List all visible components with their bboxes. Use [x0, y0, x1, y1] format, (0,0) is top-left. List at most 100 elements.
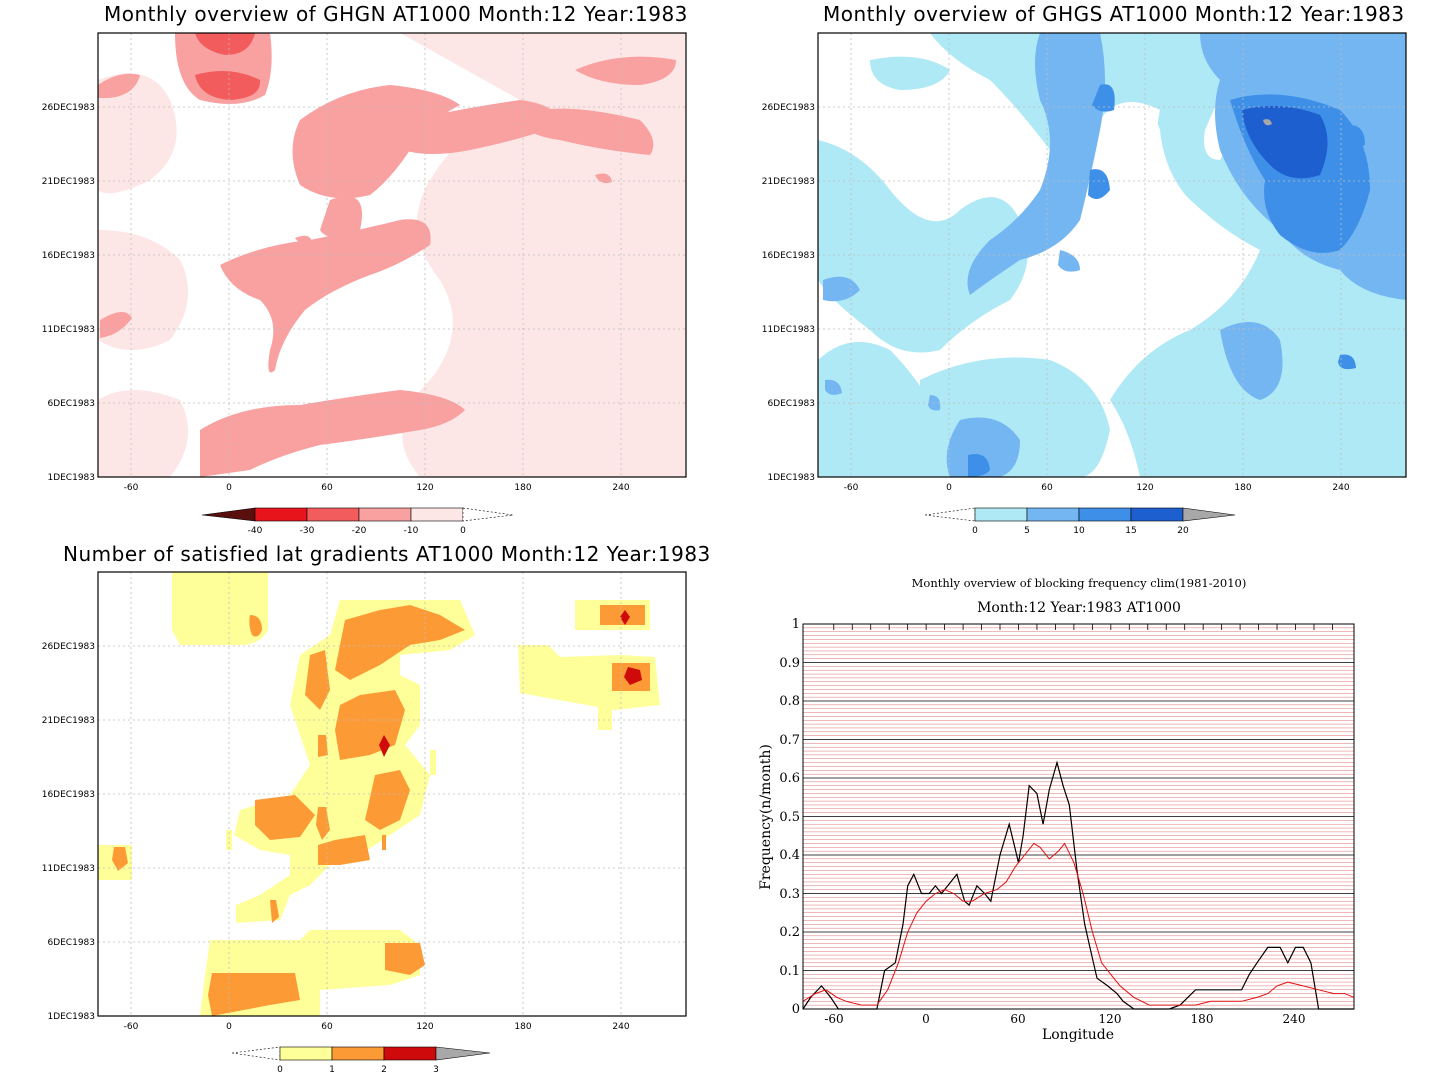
frequency-y-ticks: 0 0.1 0.2 0.3 0.4 0.5 0.6 0.7 0.8 0.9 1 — [779, 617, 800, 1017]
ghgn-plot: 26DEC1983 21DEC1983 16DEC1983 11DEC1983 … — [42, 32, 687, 536]
gradients-panel: Number of satisfied lat gradients AT1000… — [0, 542, 720, 1091]
y-tick-label: 11DEC1983 — [42, 325, 95, 335]
y-tick-label: 0.6 — [779, 771, 800, 786]
y-tick-label: 1DEC1983 — [47, 473, 95, 483]
ghgn-title: Monthly overview of GHGN AT1000 Month:12… — [104, 2, 688, 26]
ghgs-y-ticks: 26DEC1983 21DEC1983 16DEC1983 11DEC1983 … — [762, 103, 815, 483]
colorbar-label: 10 — [1073, 526, 1085, 536]
x-tick-label: 240 — [1332, 483, 1349, 493]
y-tick-label: 0.7 — [779, 733, 800, 748]
colorbar-label: -10 — [404, 526, 419, 536]
x-tick-label: 180 — [514, 483, 531, 493]
gradients-y-ticks: 26DEC1983 21DEC1983 16DEC1983 11DEC1983 … — [42, 642, 95, 1022]
ghgn-x-ticks: -60 0 60 120 180 240 — [124, 483, 630, 493]
y-tick-label: 0.9 — [779, 656, 800, 671]
y-tick-label: 11DEC1983 — [42, 864, 95, 874]
x-tick-label: 180 — [1234, 483, 1251, 493]
y-tick-label: 16DEC1983 — [762, 251, 815, 261]
ghgn-colorbar: -40 -30 -20 -10 0 — [201, 507, 514, 536]
series-line-black — [802, 760, 1354, 1010]
frequency-x-ticks: -60 0 60 120 180 240 — [824, 1012, 1305, 1026]
y-tick-label: 26DEC1983 — [42, 642, 95, 652]
y-tick-label: 0.2 — [779, 925, 800, 940]
y-tick-label: 1 — [792, 617, 800, 632]
colorbar-label: 2 — [381, 1065, 387, 1075]
y-tick-label: 16DEC1983 — [42, 790, 95, 800]
x-tick-label: 120 — [416, 1022, 433, 1032]
x-tick-label: 60 — [1041, 483, 1053, 493]
frequency-lines — [802, 760, 1355, 1010]
x-tick-label: -60 — [124, 1022, 139, 1032]
y-tick-label: 0.1 — [779, 964, 800, 979]
x-tick-label: -60 — [824, 1012, 843, 1026]
y-tick-label: 1DEC1983 — [767, 473, 815, 483]
colorbar-label: 3 — [433, 1065, 439, 1075]
ghgn-field — [98, 33, 686, 477]
colorbar-label: 15 — [1125, 526, 1136, 536]
colorbar-label: 0 — [460, 526, 466, 536]
x-tick-label: 240 — [1283, 1012, 1306, 1026]
x-tick-label: 60 — [321, 1022, 333, 1032]
ghgs-plot: 26DEC1983 21DEC1983 16DEC1983 11DEC1983 … — [762, 32, 1407, 536]
x-tick-label: 60 — [1010, 1012, 1025, 1026]
y-tick-label: 0.4 — [779, 848, 800, 863]
ghgs-colorbar: 0 5 10 15 20 — [924, 507, 1236, 536]
y-tick-label: 16DEC1983 — [42, 251, 95, 261]
y-tick-label: 6DEC1983 — [47, 399, 95, 409]
ghgs-x-ticks: -60 0 60 120 180 240 — [844, 483, 1350, 493]
x-tick-label: 0 — [226, 1022, 232, 1032]
gradients-grid — [98, 572, 686, 1016]
gradients-colorbar: 0 1 2 3 — [231, 1046, 491, 1075]
x-tick-label: 0 — [922, 1012, 930, 1026]
ghgs-title: Monthly overview of GHGS AT1000 Month:12… — [823, 2, 1405, 26]
frequency-subtitle: Month:12 Year:1983 AT1000 — [977, 600, 1181, 616]
y-tick-label: 26DEC1983 — [762, 103, 815, 113]
y-tick-label: 26DEC1983 — [42, 103, 95, 113]
gradients-plot: 26DEC1983 21DEC1983 16DEC1983 11DEC1983 … — [42, 571, 687, 1075]
colorbar-label: 20 — [1177, 526, 1189, 536]
x-tick-label: 240 — [612, 1022, 629, 1032]
x-tick-label: 120 — [1099, 1012, 1122, 1026]
x-tick-label: 180 — [1191, 1012, 1214, 1026]
y-tick-label: 11DEC1983 — [762, 325, 815, 335]
ghgs-field — [818, 33, 1406, 477]
colorbar-label: 0 — [277, 1065, 283, 1075]
y-tick-label: 0 — [792, 1002, 800, 1017]
y-tick-label: 6DEC1983 — [767, 399, 815, 409]
ghgs-panel: Monthly overview of GHGS AT1000 Month:12… — [720, 0, 1440, 545]
ghgs-frame — [817, 32, 1407, 478]
gradients-field — [98, 572, 660, 1016]
frequency-frame — [802, 623, 1355, 1010]
y-tick-label: 1DEC1983 — [47, 1012, 95, 1022]
x-tick-label: 120 — [1136, 483, 1153, 493]
frequency-xlabel: Longitude — [1042, 1027, 1114, 1043]
gradients-frame — [97, 571, 687, 1017]
frequency-plot: Monthly overview of blocking frequency c… — [758, 576, 1355, 1043]
frequency-title: Monthly overview of blocking frequency c… — [912, 576, 1247, 590]
colorbar-label: 0 — [972, 526, 978, 536]
frequency-panel: Monthly overview of blocking frequency c… — [720, 545, 1440, 1091]
ghgn-y-ticks: 26DEC1983 21DEC1983 16DEC1983 11DEC1983 … — [42, 103, 95, 483]
gradients-x-ticks: -60 0 60 120 180 240 — [124, 1022, 630, 1032]
gradients-title: Number of satisfied lat gradients AT1000… — [63, 542, 711, 566]
series-line-red — [802, 842, 1355, 1006]
colorbar-label: 1 — [329, 1065, 335, 1075]
ghgn-panel: Monthly overview of GHGN AT1000 Month:12… — [0, 0, 720, 545]
y-tick-label: 21DEC1983 — [42, 716, 95, 726]
x-tick-label: 0 — [946, 483, 952, 493]
colorbar-label: -40 — [248, 526, 263, 536]
x-tick-label: 240 — [612, 483, 629, 493]
x-tick-label: 0 — [226, 483, 232, 493]
colorbar-label: -20 — [352, 526, 367, 536]
colorbar-label: -30 — [300, 526, 315, 536]
x-tick-label: 180 — [514, 1022, 531, 1032]
ghgs-grid — [818, 33, 1406, 477]
y-tick-label: 0.8 — [779, 694, 800, 709]
y-tick-label: 6DEC1983 — [47, 938, 95, 948]
y-tick-label: 0.5 — [779, 810, 800, 825]
y-tick-label: 0.3 — [779, 887, 800, 902]
y-tick-label: 21DEC1983 — [762, 177, 815, 187]
y-tick-label: 21DEC1983 — [42, 177, 95, 187]
x-tick-label: -60 — [844, 483, 859, 493]
x-tick-label: 120 — [416, 483, 433, 493]
